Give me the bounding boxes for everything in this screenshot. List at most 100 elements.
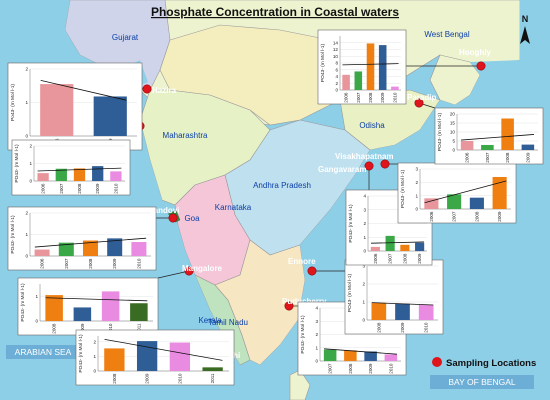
chart-bar-gangavaram-2008 (400, 244, 410, 251)
chart-bar-puducherry-2008 (344, 350, 357, 361)
chart-frame-mandovi (7, 206, 157, 271)
chart-bar-hooghly-2009 (378, 45, 387, 90)
chart-ytick-mangalore: 1 (35, 294, 38, 299)
chart-bar-ennore-2010 (418, 304, 434, 320)
chart-trendline-hooghly (342, 63, 399, 66)
chart-bar-mangalore-2009 (73, 307, 92, 321)
chart-bar-thane-2006 (37, 173, 49, 181)
chart-ytick-mangalore: 0 (35, 319, 38, 324)
chart-bar-puducherry-2009 (364, 351, 377, 361)
chart-trendline-kochi (104, 338, 223, 361)
chart-trendline-puducherry (324, 348, 397, 355)
chart-bar-hazira-2006 (40, 84, 74, 136)
chart-xtick-thane: 2009 (95, 183, 100, 194)
chart-bar-thane-2010 (110, 171, 122, 181)
chart-xtick-kochi: 2011 (210, 373, 215, 383)
chart-ytick-paradip: 0 (452, 148, 455, 153)
chart-ylabel-hooghly: PO43- (m Mol l-1) (320, 44, 326, 83)
chart-xtick-puducherry: 2007 (328, 363, 333, 374)
chart-bar-paradip-2006 (460, 141, 474, 150)
chart-ytick-ennore: 3 (362, 264, 365, 269)
chart-xtick-ennore: 2010 (424, 322, 429, 333)
bay-of-bengal-label: BAY OF BENGAL (448, 377, 516, 387)
chart-ytick-thane: 2 (29, 144, 32, 149)
location-label-hooghly: Hooghly (459, 48, 492, 57)
north-arrow-icon: N (520, 14, 530, 44)
chart-bar-thane-2008 (73, 168, 86, 181)
chart-gangavaram: PO43- (m Mol l-1) 0 1 2 3 4 2006 2007 2008 2009 (345, 189, 433, 266)
chart-ytick-kochi: 2 (93, 339, 96, 344)
state-label-tamil-nadu: Tamil Nadu (208, 318, 248, 327)
chart-bar-mandovi-2008 (82, 240, 99, 256)
chart-ylabel-kochi: PO43- (m Mol l-1) (78, 334, 84, 373)
chart-trendline-hazira (40, 79, 127, 101)
chart-xtick-hooghly: 2009 (380, 92, 385, 103)
state-label-karnataka: Karnataka (215, 203, 252, 212)
chart-bar-visakhapatnam-2006 (424, 198, 439, 209)
marker-gangavaram (364, 161, 374, 171)
chart-ytick-puducherry: 3 (315, 319, 318, 324)
chart-bar-mandovi-2010 (131, 242, 147, 256)
chart-xtick-mangalore: 2008 (52, 323, 57, 334)
chart-xtick-gangavaram: 2009 (417, 253, 422, 264)
chart-bar-ennore-2008 (371, 302, 387, 320)
connector-mangalore (157, 270, 190, 279)
location-label-hazira: Hazira (152, 86, 177, 95)
chart-ytick-ennore: 0 (362, 318, 365, 323)
chart-ytick-puducherry: 0 (315, 359, 318, 364)
chart-ytick-paradip: 15 (450, 121, 456, 126)
chart-xtick-mangalore: 2010 (108, 323, 113, 334)
chart-bar-puducherry-2010 (384, 354, 398, 361)
location-label-gangavaram: Gangavaram (318, 165, 366, 174)
chart-bar-mangalore-2010 (101, 291, 120, 321)
chart-xtick-ennore: 2008 (376, 322, 381, 333)
chart-xtick-thane: 2007 (59, 183, 64, 194)
chart-trendline-mandovi (34, 237, 147, 248)
chart-ytick-puducherry: 4 (315, 306, 318, 311)
chart-xtick-mandovi: 2010 (136, 258, 141, 269)
chart-bar-paradip-2009 (521, 144, 535, 150)
marker-puducherry (284, 301, 294, 311)
chart-bar-hooghly-2008 (366, 43, 375, 90)
chart-ytick-hazira: 2 (25, 67, 28, 72)
north-label: N (522, 14, 529, 24)
chart-ytick-hooghly: 8 (335, 61, 338, 66)
chart-ytick-hazira: 0 (25, 134, 28, 139)
chart-frame-hooghly (317, 29, 407, 105)
legend-marker (432, 357, 442, 367)
chart-ylabel-puducherry: PO43- (m Mol l-1) (300, 315, 306, 354)
chart-ytick-kochi: 0 (93, 369, 96, 374)
state-label-west-bengal: West Bengal (424, 30, 469, 39)
chart-ytick-paradip: 20 (450, 112, 456, 117)
chart-ylabel-mandovi: PO43- (m Mol l-1) (10, 215, 16, 254)
state-labels: Gujarat Maharashtra Goa Karnataka Andhra Pra… (112, 30, 470, 327)
chart-ytick-puducherry: 2 (315, 332, 318, 337)
chart-ytick-ennore: 1 (362, 300, 365, 305)
chart-frame-ennore (344, 259, 444, 335)
chart-ylabel-hazira: Po43- (m Mol l-1) (10, 84, 16, 121)
chart-xtick-kochi: 2009 (145, 373, 150, 384)
chart-bar-kochi-2011 (202, 367, 223, 371)
chart-xtick-kochi: 2008 (112, 373, 117, 384)
chart-xtick-thane: 2010 (113, 183, 118, 194)
chart-xtick-visakhapatnam: 2009 (497, 211, 502, 222)
chart-bar-puducherry-2007 (323, 349, 337, 361)
chart-bar-visakhapatnam-2009 (492, 177, 507, 209)
chart-bar-hazira-2009 (93, 96, 127, 136)
chart-paradip: PO43- (m Mol l-1) 0 5 10 15 20 2006 2007 2008 200… (434, 107, 544, 165)
marker-ennore (307, 266, 317, 276)
chart-bar-gangavaram-2009 (415, 242, 425, 251)
chart-bar-visakhapatnam-2007 (447, 194, 462, 209)
legend: Sampling Locations (432, 357, 536, 369)
marker-mangalore (184, 266, 194, 276)
chart-xtick-thane: 2008 (77, 183, 82, 194)
chart-ytick-visakhapatnam: 2 (415, 180, 418, 185)
chart-bar-mandovi-2007 (58, 242, 74, 256)
chart-xtick-paradip: 2009 (525, 152, 530, 163)
chart-xtick-paradip: 2008 (505, 152, 510, 163)
bay-of-bengal-bg (430, 375, 534, 389)
chart-ytick-mandovi: 1 (25, 232, 28, 237)
chart-bar-mangalore-2011 (130, 303, 148, 321)
